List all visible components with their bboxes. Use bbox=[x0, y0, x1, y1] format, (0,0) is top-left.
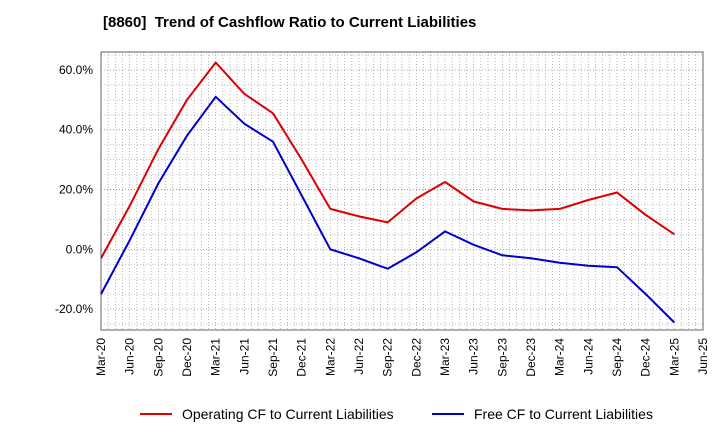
x-tick-label: Mar-22 bbox=[323, 338, 337, 376]
legend-label: Operating CF to Current Liabilities bbox=[182, 406, 394, 422]
x-tick-label: Jun-23 bbox=[467, 338, 481, 375]
x-tick-label: Mar-24 bbox=[553, 338, 567, 376]
x-tick-label: Mar-20 bbox=[94, 338, 108, 376]
plot-frame bbox=[100, 51, 704, 331]
x-tick-label: Mar-23 bbox=[438, 338, 452, 376]
x-tick-label: Sep-24 bbox=[610, 338, 624, 377]
y-tick-label: -20.0% bbox=[55, 302, 93, 316]
chart-title: [8860] Trend of Cashflow Ratio to Curren… bbox=[103, 14, 477, 31]
y-tick-label: 60.0% bbox=[59, 63, 93, 77]
x-tick-label: Jun-24 bbox=[581, 338, 595, 375]
x-tick-label: Sep-20 bbox=[151, 338, 165, 377]
y-tick-label: 20.0% bbox=[59, 183, 93, 197]
series-layer bbox=[100, 61, 676, 324]
series-line-free-cf bbox=[100, 95, 676, 324]
x-tick-label: Jun-22 bbox=[352, 338, 366, 375]
x-tick-label: Sep-21 bbox=[266, 338, 280, 377]
y-axis-ticks: -20.0% 0.0% 20.0% 40.0% 60.0% bbox=[55, 63, 93, 316]
legend: Operating CF to Current Liabilities Free … bbox=[140, 406, 653, 422]
x-tick-label: Sep-23 bbox=[495, 338, 509, 377]
y-tick-label: 0.0% bbox=[66, 242, 94, 256]
x-tick-label: Dec-20 bbox=[180, 338, 194, 377]
x-tick-label: Dec-22 bbox=[409, 338, 423, 377]
x-tick-label: Dec-21 bbox=[295, 338, 309, 377]
x-tick-label: Mar-21 bbox=[209, 338, 223, 376]
legend-label: Free CF to Current Liabilities bbox=[474, 406, 653, 422]
x-axis-ticks: Mar-20 Jun-20 Sep-20 Dec-20 Mar-21 Jun-21 Sep-… bbox=[94, 338, 710, 377]
series-line-operating-cf bbox=[100, 61, 675, 259]
x-tick-label: Mar-25 bbox=[667, 338, 681, 376]
grid bbox=[101, 52, 703, 330]
x-tick-label: Sep-22 bbox=[381, 338, 395, 377]
x-tick-label: Dec-23 bbox=[524, 338, 538, 377]
x-tick-label: Jun-21 bbox=[237, 338, 251, 375]
x-tick-label: Jun-25 bbox=[696, 338, 710, 375]
y-tick-label: 40.0% bbox=[59, 123, 93, 137]
x-tick-label: Dec-24 bbox=[639, 338, 653, 377]
x-tick-label: Jun-20 bbox=[123, 338, 137, 375]
